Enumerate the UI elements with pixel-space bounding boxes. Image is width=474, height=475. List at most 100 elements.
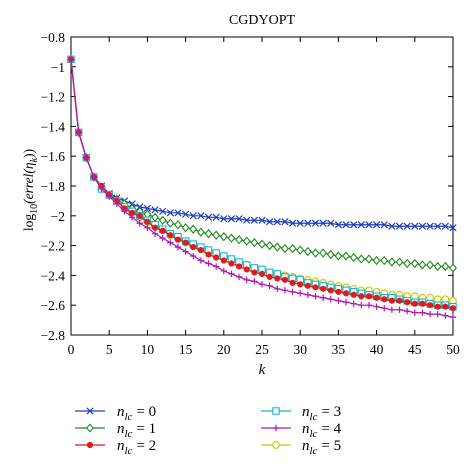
x-tick-label: 5 xyxy=(106,342,113,357)
series-point-0 xyxy=(357,221,365,229)
y-axis-ticks: −0.8 −1 −1.2 −1.4 −1.6 −1.8 −2 −2.2 −2.4 −2.6 −2.8 xyxy=(41,30,453,343)
plot-axes xyxy=(70,36,454,336)
series-point-1 xyxy=(227,233,236,243)
series-point-2 xyxy=(396,297,403,304)
series-point-0 xyxy=(350,221,358,229)
legend-entry-5: nlc = 5 xyxy=(261,438,341,457)
series-point-1 xyxy=(174,220,182,230)
series-point-4 xyxy=(174,243,182,251)
series-point-2 xyxy=(266,273,273,280)
series-point-1 xyxy=(303,246,312,257)
series-point-0 xyxy=(434,222,442,230)
series-point-0 xyxy=(181,210,190,218)
series-point-2 xyxy=(228,260,235,267)
series-point-2 xyxy=(426,302,434,309)
series-point-4 xyxy=(426,310,434,318)
series-point-1 xyxy=(273,242,282,252)
series-point-2 xyxy=(251,269,258,276)
series-point-4 xyxy=(350,300,357,307)
series-point-2 xyxy=(388,297,395,304)
series-point-1 xyxy=(258,239,266,249)
series-point-0 xyxy=(220,215,228,223)
y-axis-label: log10(errel(ηk)) xyxy=(21,149,40,231)
y-axis-label-prefix: log xyxy=(21,214,36,232)
series-point-4 xyxy=(442,312,449,319)
series-point-2 xyxy=(411,300,418,307)
series-point-2 xyxy=(320,285,327,292)
series-point-1 xyxy=(242,236,251,246)
series-point-4 xyxy=(266,282,273,290)
series-point-1 xyxy=(403,258,412,269)
series-point-4 xyxy=(235,273,243,281)
series-point-4 xyxy=(190,252,197,260)
series-point-1 xyxy=(365,254,373,264)
series-point-1 xyxy=(410,258,419,269)
series-point-2 xyxy=(449,305,457,312)
series-point-0 xyxy=(426,222,434,230)
series-point-4 xyxy=(411,309,418,316)
series-point-0 xyxy=(311,219,320,227)
series-point-0 xyxy=(327,219,335,227)
series-point-2 xyxy=(151,224,159,231)
series-point-1 xyxy=(326,249,335,260)
series-point-1 xyxy=(433,261,442,272)
x-tick-label: 30 xyxy=(293,342,307,357)
series-point-4 xyxy=(258,281,266,288)
series-point-1 xyxy=(181,223,190,233)
legend-entry-4: nlc = 4 xyxy=(261,421,342,440)
series-point-4 xyxy=(403,307,411,315)
series-point-4 xyxy=(167,239,174,246)
series-layer xyxy=(67,54,457,321)
x-tick-label: 10 xyxy=(141,342,155,357)
series-point-0 xyxy=(159,207,167,215)
series-point-4 xyxy=(304,291,312,298)
series-point-2 xyxy=(327,287,334,294)
series-point-0 xyxy=(166,209,174,217)
x-tick-label: 25 xyxy=(255,342,269,357)
x-tick-label: 20 xyxy=(217,342,231,357)
series-point-1 xyxy=(151,212,159,222)
series-point-0 xyxy=(258,216,266,224)
series-point-2 xyxy=(182,239,189,246)
series-point-2 xyxy=(381,296,388,303)
series-point-4 xyxy=(396,306,403,313)
series-1 xyxy=(67,54,457,273)
series-point-4 xyxy=(297,290,304,297)
series-point-1 xyxy=(219,232,228,242)
series-point-0 xyxy=(174,209,182,217)
series-point-2 xyxy=(167,232,174,239)
series-point-0 xyxy=(266,218,274,226)
series-point-4 xyxy=(113,200,121,208)
series-point-0 xyxy=(189,212,197,220)
series-point-1 xyxy=(311,248,320,258)
series-point-0 xyxy=(342,221,350,229)
series-point-0 xyxy=(243,216,251,224)
series-point-0 xyxy=(273,218,281,226)
y-tick-label: −2.2 xyxy=(41,239,66,254)
series-point-0 xyxy=(250,216,258,224)
series-point-1 xyxy=(349,252,358,263)
series-point-2 xyxy=(197,246,204,254)
series-point-4 xyxy=(121,208,128,215)
legend-marker xyxy=(86,423,94,433)
series-point-4 xyxy=(388,306,396,313)
series-point-1 xyxy=(235,234,243,245)
series-point-1 xyxy=(357,254,366,264)
series-point-4 xyxy=(419,309,426,316)
series-point-1 xyxy=(342,251,350,261)
y-axis-label-suffix: )) xyxy=(21,149,36,158)
legend-label: nlc = 3 xyxy=(302,404,341,423)
y-axis-label-mid: (errel(η xyxy=(21,162,36,204)
legend-label: nlc = 5 xyxy=(302,438,341,457)
legend-marker xyxy=(272,407,280,415)
series-point-0 xyxy=(334,221,343,229)
series-point-1 xyxy=(288,243,297,254)
legend-entry-1: nlc = 1 xyxy=(75,421,156,440)
series-point-2 xyxy=(274,275,281,282)
series-point-4 xyxy=(289,288,296,295)
series-point-1 xyxy=(296,245,305,255)
y-tick-label: −1.4 xyxy=(41,119,66,134)
series-point-4 xyxy=(274,285,281,293)
